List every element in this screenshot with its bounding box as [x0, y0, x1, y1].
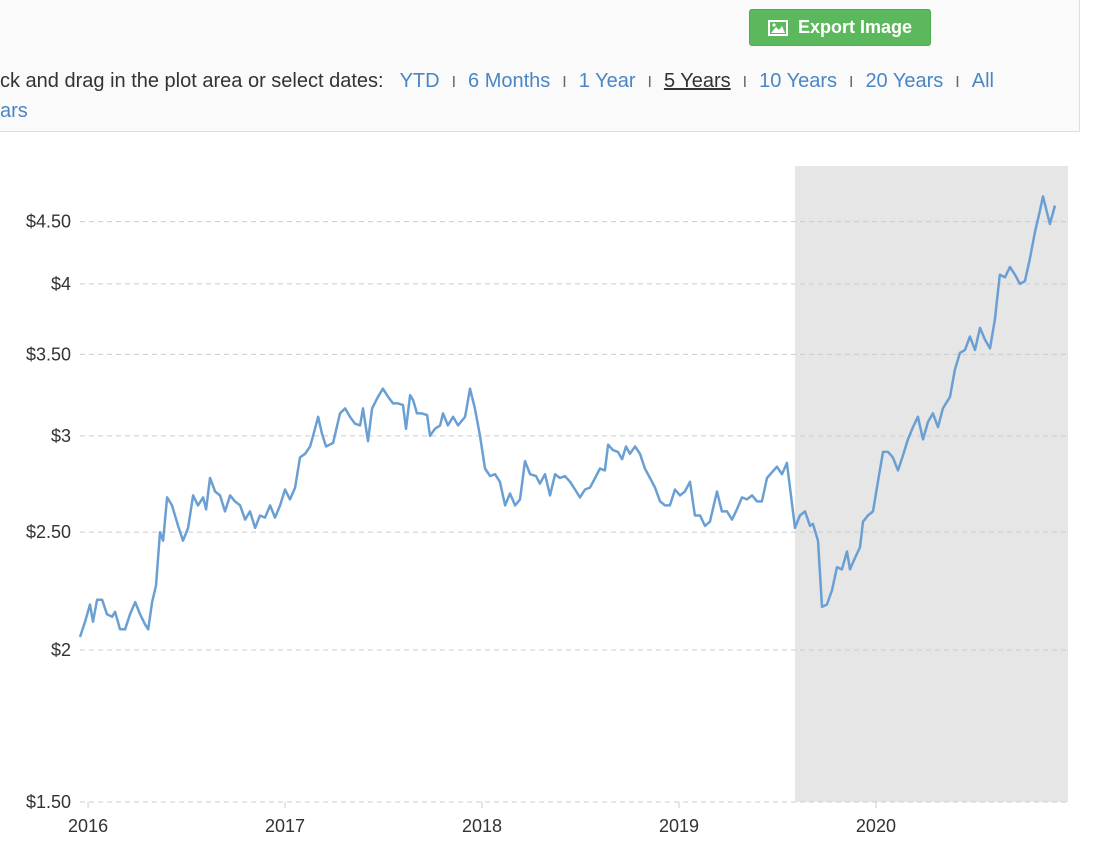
- range-link[interactable]: All: [971, 70, 994, 92]
- overflow-text: ars: [0, 100, 28, 122]
- x-tick-label: 2017: [265, 816, 305, 836]
- separator: I: [848, 74, 854, 91]
- y-tick-label: $3.50: [26, 344, 71, 364]
- image-icon: [767, 19, 788, 36]
- range-link[interactable]: 10 Years: [759, 70, 837, 92]
- x-tick-label: 2020: [856, 816, 896, 836]
- x-tick-label: 2018: [462, 816, 502, 836]
- separator: I: [451, 74, 457, 91]
- export-button[interactable]: Export Image: [749, 9, 931, 46]
- export-label: Export Image: [797, 17, 913, 37]
- y-tick-label: $2.50: [26, 522, 71, 542]
- range-link[interactable]: 20 Years: [865, 70, 944, 92]
- x-tick-label: 2016: [68, 816, 108, 836]
- separator: I: [742, 74, 748, 91]
- range-link[interactable]: 5 Years: [663, 70, 731, 92]
- y-tick-label: $2: [51, 640, 71, 660]
- y-tick-label: $3: [51, 426, 71, 446]
- separator: I: [955, 74, 960, 91]
- prompt: ck and drag in the plot area or select d…: [0, 70, 384, 92]
- price-line: [78, 195, 1057, 638]
- shaded-region: [795, 166, 1068, 802]
- separator: I: [647, 74, 652, 91]
- y-tick-label: $4: [51, 274, 71, 294]
- range-link[interactable]: YTD: [399, 70, 440, 92]
- date-range-bar: ck and drag in the plot area or select d…: [0, 70, 994, 93]
- separator: I: [562, 74, 567, 91]
- range-link[interactable]: 6 Months: [468, 70, 551, 92]
- y-tick-label: $4.50: [26, 212, 71, 232]
- x-tick-label: 2019: [659, 816, 699, 836]
- y-tick-label: $1.50: [26, 792, 71, 812]
- range-link[interactable]: 1 Year: [578, 70, 636, 92]
